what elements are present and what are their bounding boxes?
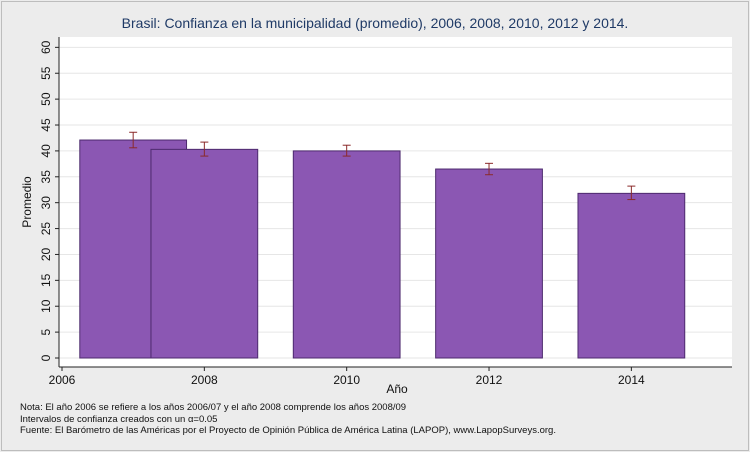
x-axis: 2006 2008 2010 2012 2014 [49, 366, 732, 387]
bar-2012 [435, 168, 543, 359]
error-bar-2012 [485, 162, 494, 176]
y-tick-label-30: 30 [39, 196, 53, 210]
y-axis: 0 5 10 15 20 25 30 35 40 45 50 55 60 [39, 37, 60, 367]
y-tick-label-35: 35 [39, 170, 53, 184]
x-tick-label-2014: 2014 [618, 373, 645, 387]
error-bar-2014 [627, 185, 636, 201]
bars [79, 139, 686, 359]
footnote-note: Nota: El año 2006 se refiere a los años … [20, 402, 407, 413]
y-tick-label-15: 15 [39, 273, 53, 287]
error-bar-2008 [200, 141, 209, 157]
x-tick-label-2006: 2006 [49, 373, 76, 387]
x-axis-label: Año [386, 382, 408, 396]
y-tick-label-20: 20 [39, 247, 53, 261]
y-tick-label-0: 0 [39, 354, 53, 361]
error-bar-2006 [129, 131, 138, 149]
error-bar-2010 [342, 144, 351, 157]
bar-2008 [150, 148, 259, 359]
y-tick-label-5: 5 [39, 328, 53, 335]
bar-2014 [577, 192, 686, 359]
footnote-source: Fuente: El Barómetro de las Américas por… [20, 425, 556, 436]
y-tick-label-60: 60 [39, 40, 53, 54]
footnotes: Nota: El año 2006 se refiere a los años … [20, 402, 556, 437]
y-axis-label: Promedio [20, 176, 34, 228]
footnote-intervals: Intervalos de confianza creados con un α… [20, 413, 218, 425]
y-tick-label-55: 55 [39, 66, 53, 80]
y-tick-label-25: 25 [39, 222, 53, 236]
error-bars [129, 131, 636, 201]
x-tick-label-2012: 2012 [476, 373, 503, 387]
y-tick-label-40: 40 [39, 144, 53, 158]
bar-2010 [292, 150, 401, 359]
x-tick-label-2008: 2008 [191, 373, 218, 387]
y-tick-label-50: 50 [39, 92, 53, 106]
y-tick-label-10: 10 [39, 299, 53, 313]
x-tick-label-2010: 2010 [333, 373, 360, 387]
y-tick-label-45: 45 [39, 118, 53, 132]
chart-title: Brasil: Confianza en la municipalidad (p… [121, 15, 629, 31]
